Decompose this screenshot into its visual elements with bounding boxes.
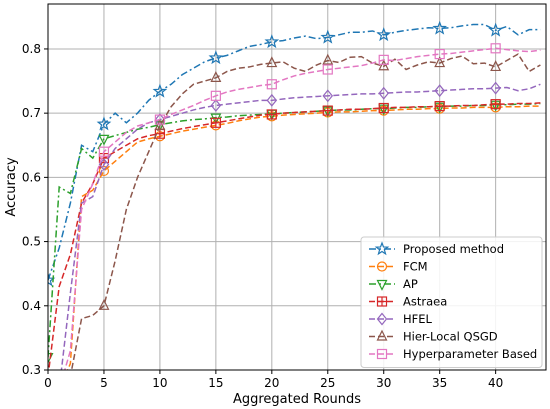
x-tick-label: 25 [320, 376, 335, 390]
data-point-hyperparameter-based [210, 90, 221, 101]
legend-marker [376, 296, 388, 307]
series-hier-local-qsgd [70, 53, 541, 370]
series-hfel [60, 81, 541, 370]
data-point-proposed-method [48, 272, 56, 287]
data-point-astraea [490, 99, 501, 110]
legend-marker [376, 329, 388, 341]
data-point-hier-local-qsgd [490, 60, 502, 72]
data-point-hfel [378, 86, 390, 100]
legend-box [360, 236, 543, 368]
axis-ticks: 0 5 10 15 20 25 30 35 40 0.3 0.4 0.5 0.6 0.7 0.8 [22, 42, 503, 390]
series-line-hier-local-qsgd [70, 53, 541, 370]
x-tick-label: 20 [264, 376, 279, 390]
data-point-proposed-method [488, 22, 503, 37]
data-point-astraea [378, 102, 389, 114]
legend-item-hier-local-qsgd: Hier-Local QSGD [369, 330, 498, 344]
series-line-proposed-method [48, 23, 541, 281]
x-tick-label: 35 [432, 376, 447, 390]
series-proposed-method [48, 20, 541, 287]
data-point-hyperparameter-based [98, 146, 110, 157]
series-hyperparameter-based [64, 43, 541, 370]
data-point-astraea [322, 105, 333, 116]
legend-marker [376, 312, 388, 326]
y-tick-label: 0.4 [22, 299, 41, 313]
y-tick-label: 0.6 [22, 170, 41, 184]
y-tick-label: 0.5 [22, 235, 41, 249]
data-point-astraea [266, 109, 277, 120]
series-layer [48, 20, 541, 370]
x-tick-label: 15 [208, 376, 223, 390]
legend-item-hyperparameter-based: Hyperparameter Based [369, 347, 537, 361]
legend-marker [376, 279, 388, 291]
series-line-fcm [66, 105, 541, 370]
x-tick-label: 5 [100, 376, 108, 390]
data-point-hfel [210, 99, 222, 112]
legend-item-astraea: Astraea [369, 295, 447, 309]
data-point-proposed-method [152, 83, 168, 98]
y-tick-label: 0.3 [22, 363, 41, 377]
data-point-proposed-method [376, 27, 392, 42]
legend-item-fcm: FCM [369, 260, 428, 274]
legend: Proposed method FCM AP Astraea HFEL Hier-Loca… [360, 236, 543, 368]
data-point-proposed-method [320, 29, 336, 44]
legend-marker [374, 241, 390, 256]
data-point-hier-local-qsgd [266, 56, 278, 68]
legend-label: Hyperparameter Based [403, 347, 537, 361]
x-tick-label: 40 [488, 376, 503, 390]
data-point-astraea [434, 100, 445, 112]
y-axis-label: Accuracy [4, 157, 19, 217]
data-point-proposed-method [264, 34, 280, 49]
data-point-proposed-method [96, 116, 112, 131]
data-point-hier-local-qsgd [434, 56, 446, 68]
legend-label: Proposed method [403, 242, 504, 256]
data-point-hyperparameter-based [378, 54, 389, 65]
data-point-hier-local-qsgd [322, 53, 334, 65]
y-tick-label: 0.8 [22, 42, 41, 56]
data-point-hfel [98, 158, 110, 171]
data-point-hyperparameter-based [490, 43, 501, 54]
legend-item-proposed-method: Proposed method [369, 241, 504, 256]
legend-item-ap: AP [369, 277, 418, 291]
x-tick-label: 0 [44, 376, 52, 390]
data-point-hier-local-qsgd [210, 71, 222, 82]
data-point-hier-local-qsgd [154, 119, 166, 131]
y-tick-label: 0.7 [22, 106, 41, 120]
data-point-hier-local-qsgd [378, 59, 390, 71]
data-point-hyperparameter-based [434, 48, 445, 60]
data-point-hfel [434, 84, 445, 98]
legend-marker [376, 261, 388, 272]
x-tick-label: 30 [376, 376, 391, 390]
data-point-hier-local-qsgd [98, 298, 110, 310]
data-point-hfel [266, 93, 278, 107]
legend-label: Hier-Local QSGD [403, 330, 498, 344]
series-line-astraea [48, 102, 541, 370]
legend-label: AP [403, 277, 418, 291]
data-point-hfel [322, 89, 334, 103]
legend-label: FCM [403, 260, 428, 274]
legend-label: Astraea [403, 295, 447, 309]
data-point-hyperparameter-based [154, 114, 166, 125]
data-point-hyperparameter-based [266, 79, 277, 90]
series-line-hyperparameter-based [64, 47, 541, 370]
x-axis-label: Aggregated Rounds [233, 392, 361, 407]
data-point-hyperparameter-based [322, 64, 333, 75]
data-point-ap [98, 134, 110, 146]
data-point-astraea [210, 117, 221, 128]
plot-frame [47, 3, 547, 371]
data-point-proposed-method [208, 50, 224, 65]
series-astraea [48, 99, 541, 370]
legend-marker [376, 348, 388, 360]
data-point-hfel [490, 81, 501, 95]
legend-item-hfel: HFEL [369, 312, 433, 326]
x-tick-label: 10 [152, 376, 167, 390]
data-point-proposed-method [432, 20, 448, 35]
legend-label: HFEL [403, 312, 433, 326]
series-line-hfel [60, 83, 541, 370]
